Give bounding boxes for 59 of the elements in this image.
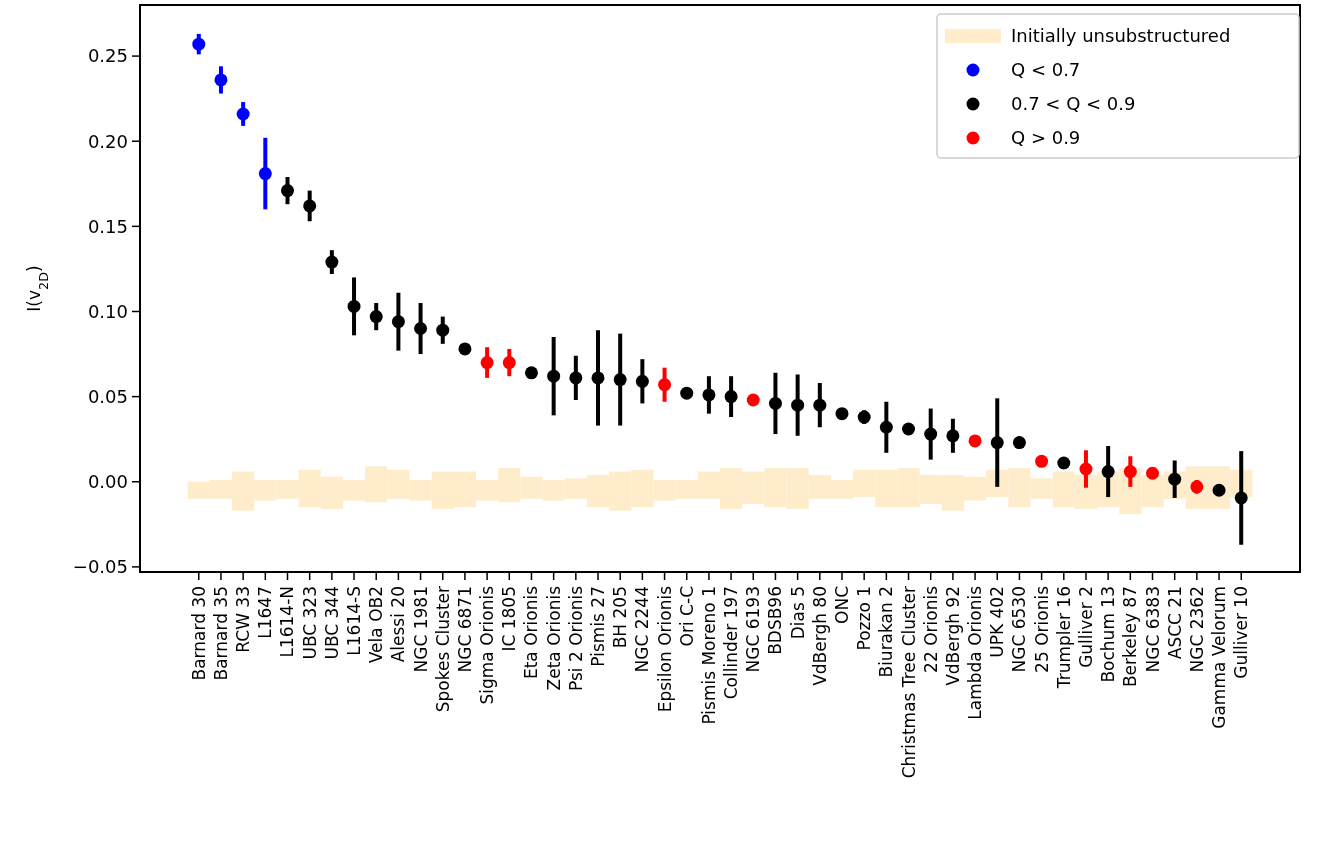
x-tick-label: Collinder 197: [721, 586, 742, 700]
x-tick-label: Pozzo 1: [854, 586, 875, 651]
x-tick-label: UBC 344: [321, 586, 342, 660]
x-tick-label: Gulliver 2: [1075, 586, 1096, 668]
x-tick-label: 22 Orionis: [920, 585, 941, 673]
x-tick-label: Zeta Orionis: [543, 585, 564, 691]
x-tick-label: Alessi 20: [388, 586, 409, 663]
x-tick-label: Gamma Velorum: [1209, 586, 1230, 729]
x-tick-label: Gulliver 10: [1231, 586, 1252, 679]
y-tick-label: 0.10: [87, 300, 128, 322]
x-tick-label: NGC 2362: [1186, 586, 1207, 673]
x-tick-label: NGC 6530: [1009, 586, 1030, 673]
legend-label: 0.7 < Q < 0.9: [1011, 93, 1136, 115]
y-tick-label: 0.00: [87, 471, 128, 493]
x-tick-label: L1614-S: [344, 586, 365, 656]
x-tick-label: Lambda Orionis: [965, 585, 986, 720]
x-tick-label: NGC 6871: [454, 586, 475, 673]
x-tick-label: Psi 2 Orionis: [565, 585, 586, 692]
x-tick-label: Spokes Cluster: [432, 585, 453, 713]
x-tick-label: IC 1805: [499, 586, 520, 652]
x-tick-label: Ori C-C: [676, 586, 697, 647]
x-tick-label: Christmas Tree Cluster: [898, 585, 919, 779]
x-tick-label: NGC 6383: [1142, 586, 1163, 673]
x-tick-label: Bochum 13: [1098, 586, 1119, 683]
x-tick-label: Biurakan 2: [876, 586, 897, 678]
legend-label: Q > 0.9: [1011, 127, 1081, 149]
y-tick-label: 0.15: [87, 215, 128, 237]
x-tick-label: VdBergh 92: [942, 586, 963, 686]
y-tick-label: 0.20: [87, 130, 128, 152]
x-tick-label: VdBergh 80: [809, 586, 830, 686]
x-tick-label: NGC 1981: [410, 586, 431, 673]
x-tick-label: ASCC 21: [1164, 586, 1185, 660]
x-tick-label: Sigma Orionis: [477, 585, 498, 705]
x-tick-label: UBC 323: [299, 586, 320, 660]
x-tick-label: L1647: [255, 586, 276, 639]
x-tick-label: Trumpler 16: [1053, 586, 1074, 690]
x-tick-label: Dias 5: [787, 586, 808, 640]
x-tick-label: NGC 2244: [632, 586, 653, 673]
x-tick-label: 25 Orionis: [1031, 585, 1052, 673]
y-tick-label: −0.05: [72, 556, 128, 578]
x-tick-label: Eta Orionis: [521, 585, 542, 680]
x-tick-label: Berkeley 87: [1120, 586, 1141, 688]
legend-label: Initially unsubstructured: [1011, 25, 1231, 47]
x-tick-label: BDSB96: [765, 586, 786, 655]
x-tick-label: Barnard 30: [188, 586, 209, 681]
x-tick-label: Pismis Moreno 1: [698, 586, 719, 725]
x-tick-label: Barnard 35: [210, 586, 231, 681]
x-tick-label: ONC: [831, 586, 852, 624]
y-tick-label: 0.25: [87, 45, 128, 67]
y-tick-label: 0.05: [87, 385, 128, 407]
x-tick-label: Pismis 27: [588, 586, 609, 667]
x-tick-label: BH 205: [610, 586, 631, 649]
x-tick-label: L1614-N: [277, 586, 298, 658]
x-tick-label: NGC 6193: [743, 586, 764, 673]
x-tick-label: UPK 402: [987, 586, 1008, 658]
x-tick-label: Epsilon Orionis: [654, 585, 675, 713]
legend-label: Q < 0.7: [1011, 59, 1081, 81]
x-tick-label: RCW 33: [233, 586, 254, 653]
x-tick-label: Vela OB2: [366, 586, 387, 664]
